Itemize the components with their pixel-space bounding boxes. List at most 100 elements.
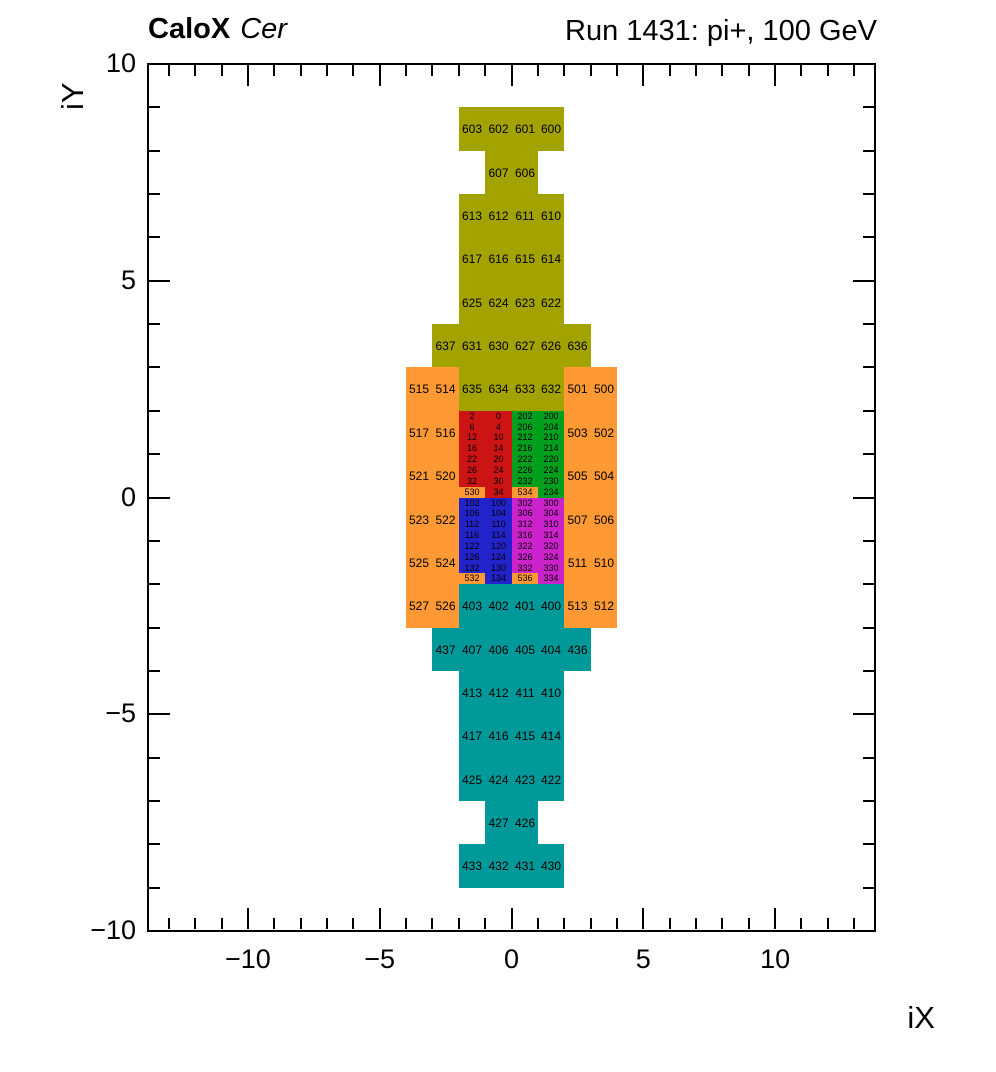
cell-416: 416: [485, 714, 512, 758]
cell-507: 507: [564, 498, 591, 541]
cell-2: 2: [459, 411, 485, 422]
x-minor-tick: [194, 65, 196, 76]
cell-304: 304: [538, 508, 564, 519]
y-minor-tick: [863, 670, 874, 672]
x-minor-tick: [221, 918, 223, 929]
y-minor-tick: [863, 887, 874, 889]
x-minor-tick: [537, 918, 539, 929]
x-minor-tick: [537, 65, 539, 76]
x-minor-tick: [352, 65, 354, 76]
cell-326: 326: [512, 552, 538, 563]
cell-632: 632: [538, 367, 564, 411]
x-tick-label: 0: [503, 944, 520, 974]
y-tick-label: −10: [90, 914, 136, 945]
x-minor-tick: [853, 918, 855, 929]
cell-324: 324: [538, 552, 564, 563]
cell-202: 202: [512, 411, 538, 422]
cell-516: 516: [432, 411, 459, 454]
cell-523: 523: [406, 498, 432, 541]
cell-401: 401: [512, 584, 538, 628]
y-tick-label: 0: [120, 481, 136, 512]
x-minor-tick: [669, 65, 671, 76]
y-minor-tick: [149, 627, 160, 629]
x-minor-tick: [326, 65, 328, 76]
cell-431: 431: [512, 844, 538, 888]
cell-436: 436: [564, 628, 591, 671]
x-major-tick: [642, 65, 644, 86]
cell-426: 426: [512, 801, 538, 844]
cell-607: 607: [485, 151, 512, 194]
y-tick-label: 5: [120, 264, 136, 295]
cell-521: 521: [406, 454, 432, 498]
cell-415: 415: [512, 714, 538, 758]
y-minor-tick: [149, 800, 160, 802]
cell-626: 626: [538, 324, 564, 367]
cell-413: 413: [459, 671, 485, 714]
x-tick-label: 10: [760, 944, 791, 974]
y-minor-tick: [149, 453, 160, 455]
x-minor-tick: [800, 918, 802, 929]
x-minor-tick: [563, 918, 565, 929]
cell-334: 334: [538, 573, 564, 584]
cell-613: 613: [459, 194, 485, 237]
x-major-tick: [774, 908, 776, 929]
cell-222: 222: [512, 454, 538, 465]
cell-402: 402: [485, 584, 512, 628]
cell-212: 212: [512, 432, 538, 443]
y-minor-tick: [863, 843, 874, 845]
cell-316: 316: [512, 530, 538, 541]
cell-210: 210: [538, 432, 564, 443]
cell-204: 204: [538, 422, 564, 432]
y-major-tick: [149, 63, 170, 65]
cell-527: 527: [406, 584, 432, 628]
cell-612: 612: [485, 194, 512, 237]
cell-611: 611: [512, 194, 538, 237]
cell-526: 526: [432, 584, 459, 628]
x-minor-tick: [800, 65, 802, 76]
cell-404: 404: [538, 628, 564, 671]
cell-601: 601: [512, 107, 538, 151]
y-minor-tick: [149, 193, 160, 195]
y-minor-tick: [149, 106, 160, 108]
cell-24: 24: [485, 465, 512, 476]
cell-10: 10: [485, 432, 512, 443]
cell-411: 411: [512, 671, 538, 714]
cell-405: 405: [512, 628, 538, 671]
cell-633: 633: [512, 367, 538, 411]
y-major-tick: [853, 713, 874, 715]
cell-122: 122: [459, 541, 485, 552]
cell-30: 30: [485, 476, 512, 487]
x-minor-tick: [590, 65, 592, 76]
cell-320: 320: [538, 541, 564, 552]
cell-124: 124: [485, 552, 512, 563]
x-tick-label: 5: [635, 944, 651, 974]
x-minor-tick: [405, 918, 407, 929]
cell-104: 104: [485, 508, 512, 519]
x-minor-tick: [273, 65, 275, 76]
y-minor-tick: [149, 583, 160, 585]
cell-302: 302: [512, 498, 538, 508]
cell-637: 637: [432, 324, 459, 367]
cell-502: 502: [591, 411, 617, 454]
x-minor-tick: [695, 65, 697, 76]
y-minor-tick: [863, 150, 874, 152]
cell-4: 4: [485, 422, 512, 432]
cell-423: 423: [512, 758, 538, 801]
y-minor-tick: [863, 757, 874, 759]
cell-625: 625: [459, 281, 485, 324]
cell-110: 110: [485, 519, 512, 530]
cell-617: 617: [459, 237, 485, 281]
y-minor-tick: [863, 323, 874, 325]
y-minor-tick: [149, 670, 160, 672]
cell-403: 403: [459, 584, 485, 628]
x-minor-tick: [748, 65, 750, 76]
x-axis-title: iX: [907, 1000, 935, 1035]
x-minor-tick: [827, 65, 829, 76]
cell-232: 232: [512, 476, 538, 487]
y-minor-tick: [149, 150, 160, 152]
cell-514: 514: [432, 367, 459, 411]
x-tick-label: −10: [224, 944, 271, 974]
y-major-tick: [149, 280, 170, 282]
cell-623: 623: [512, 281, 538, 324]
cell-102: 102: [459, 498, 485, 508]
